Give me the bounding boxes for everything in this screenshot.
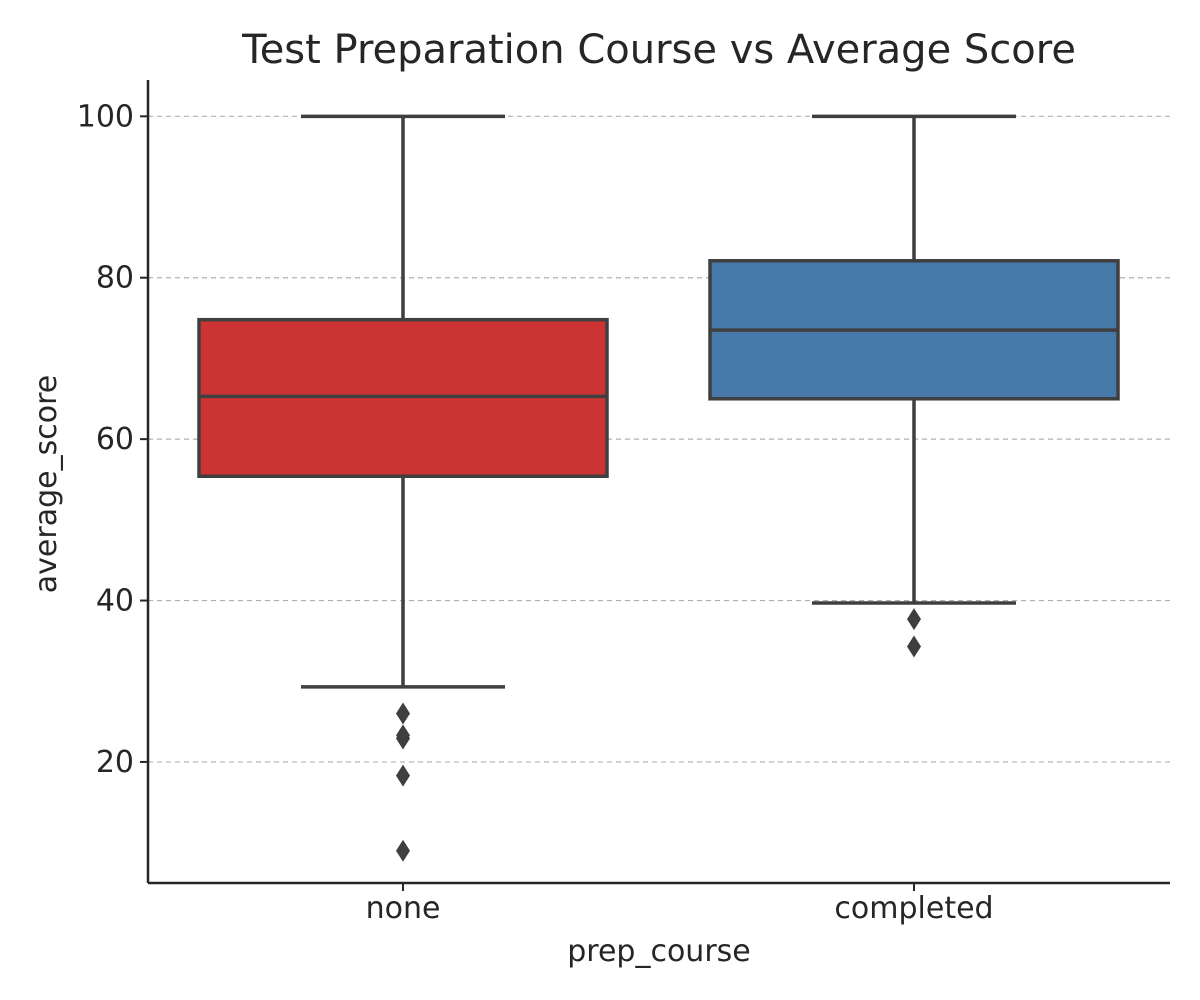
outlier-point (396, 839, 410, 862)
axes (146, 80, 1170, 885)
box-completed (708, 114, 1120, 658)
outlier-point (907, 608, 921, 631)
outlier-point (396, 702, 410, 725)
boxes (197, 114, 1120, 862)
y-tick-label: 100 (77, 99, 134, 134)
outlier-point (907, 635, 921, 658)
chart-title: Test Preparation Course vs Average Score (241, 27, 1076, 73)
x-axis-label: prep_course (567, 934, 751, 969)
y-axis-label: average_score (29, 375, 64, 593)
x-tick-label: none (366, 891, 441, 926)
outlier-point (396, 727, 410, 750)
y-tick-label: 40 (96, 584, 134, 619)
x-tick-label: completed (834, 891, 993, 926)
box-none (197, 114, 609, 862)
y-tick-label: 60 (96, 422, 134, 457)
y-tick-label: 80 (96, 261, 134, 296)
outlier-point (396, 764, 410, 787)
y-tick-label: 20 (96, 745, 134, 780)
y-ticks: 20 40 60 80 100 (77, 99, 148, 780)
x-ticks: none completed (366, 883, 994, 926)
